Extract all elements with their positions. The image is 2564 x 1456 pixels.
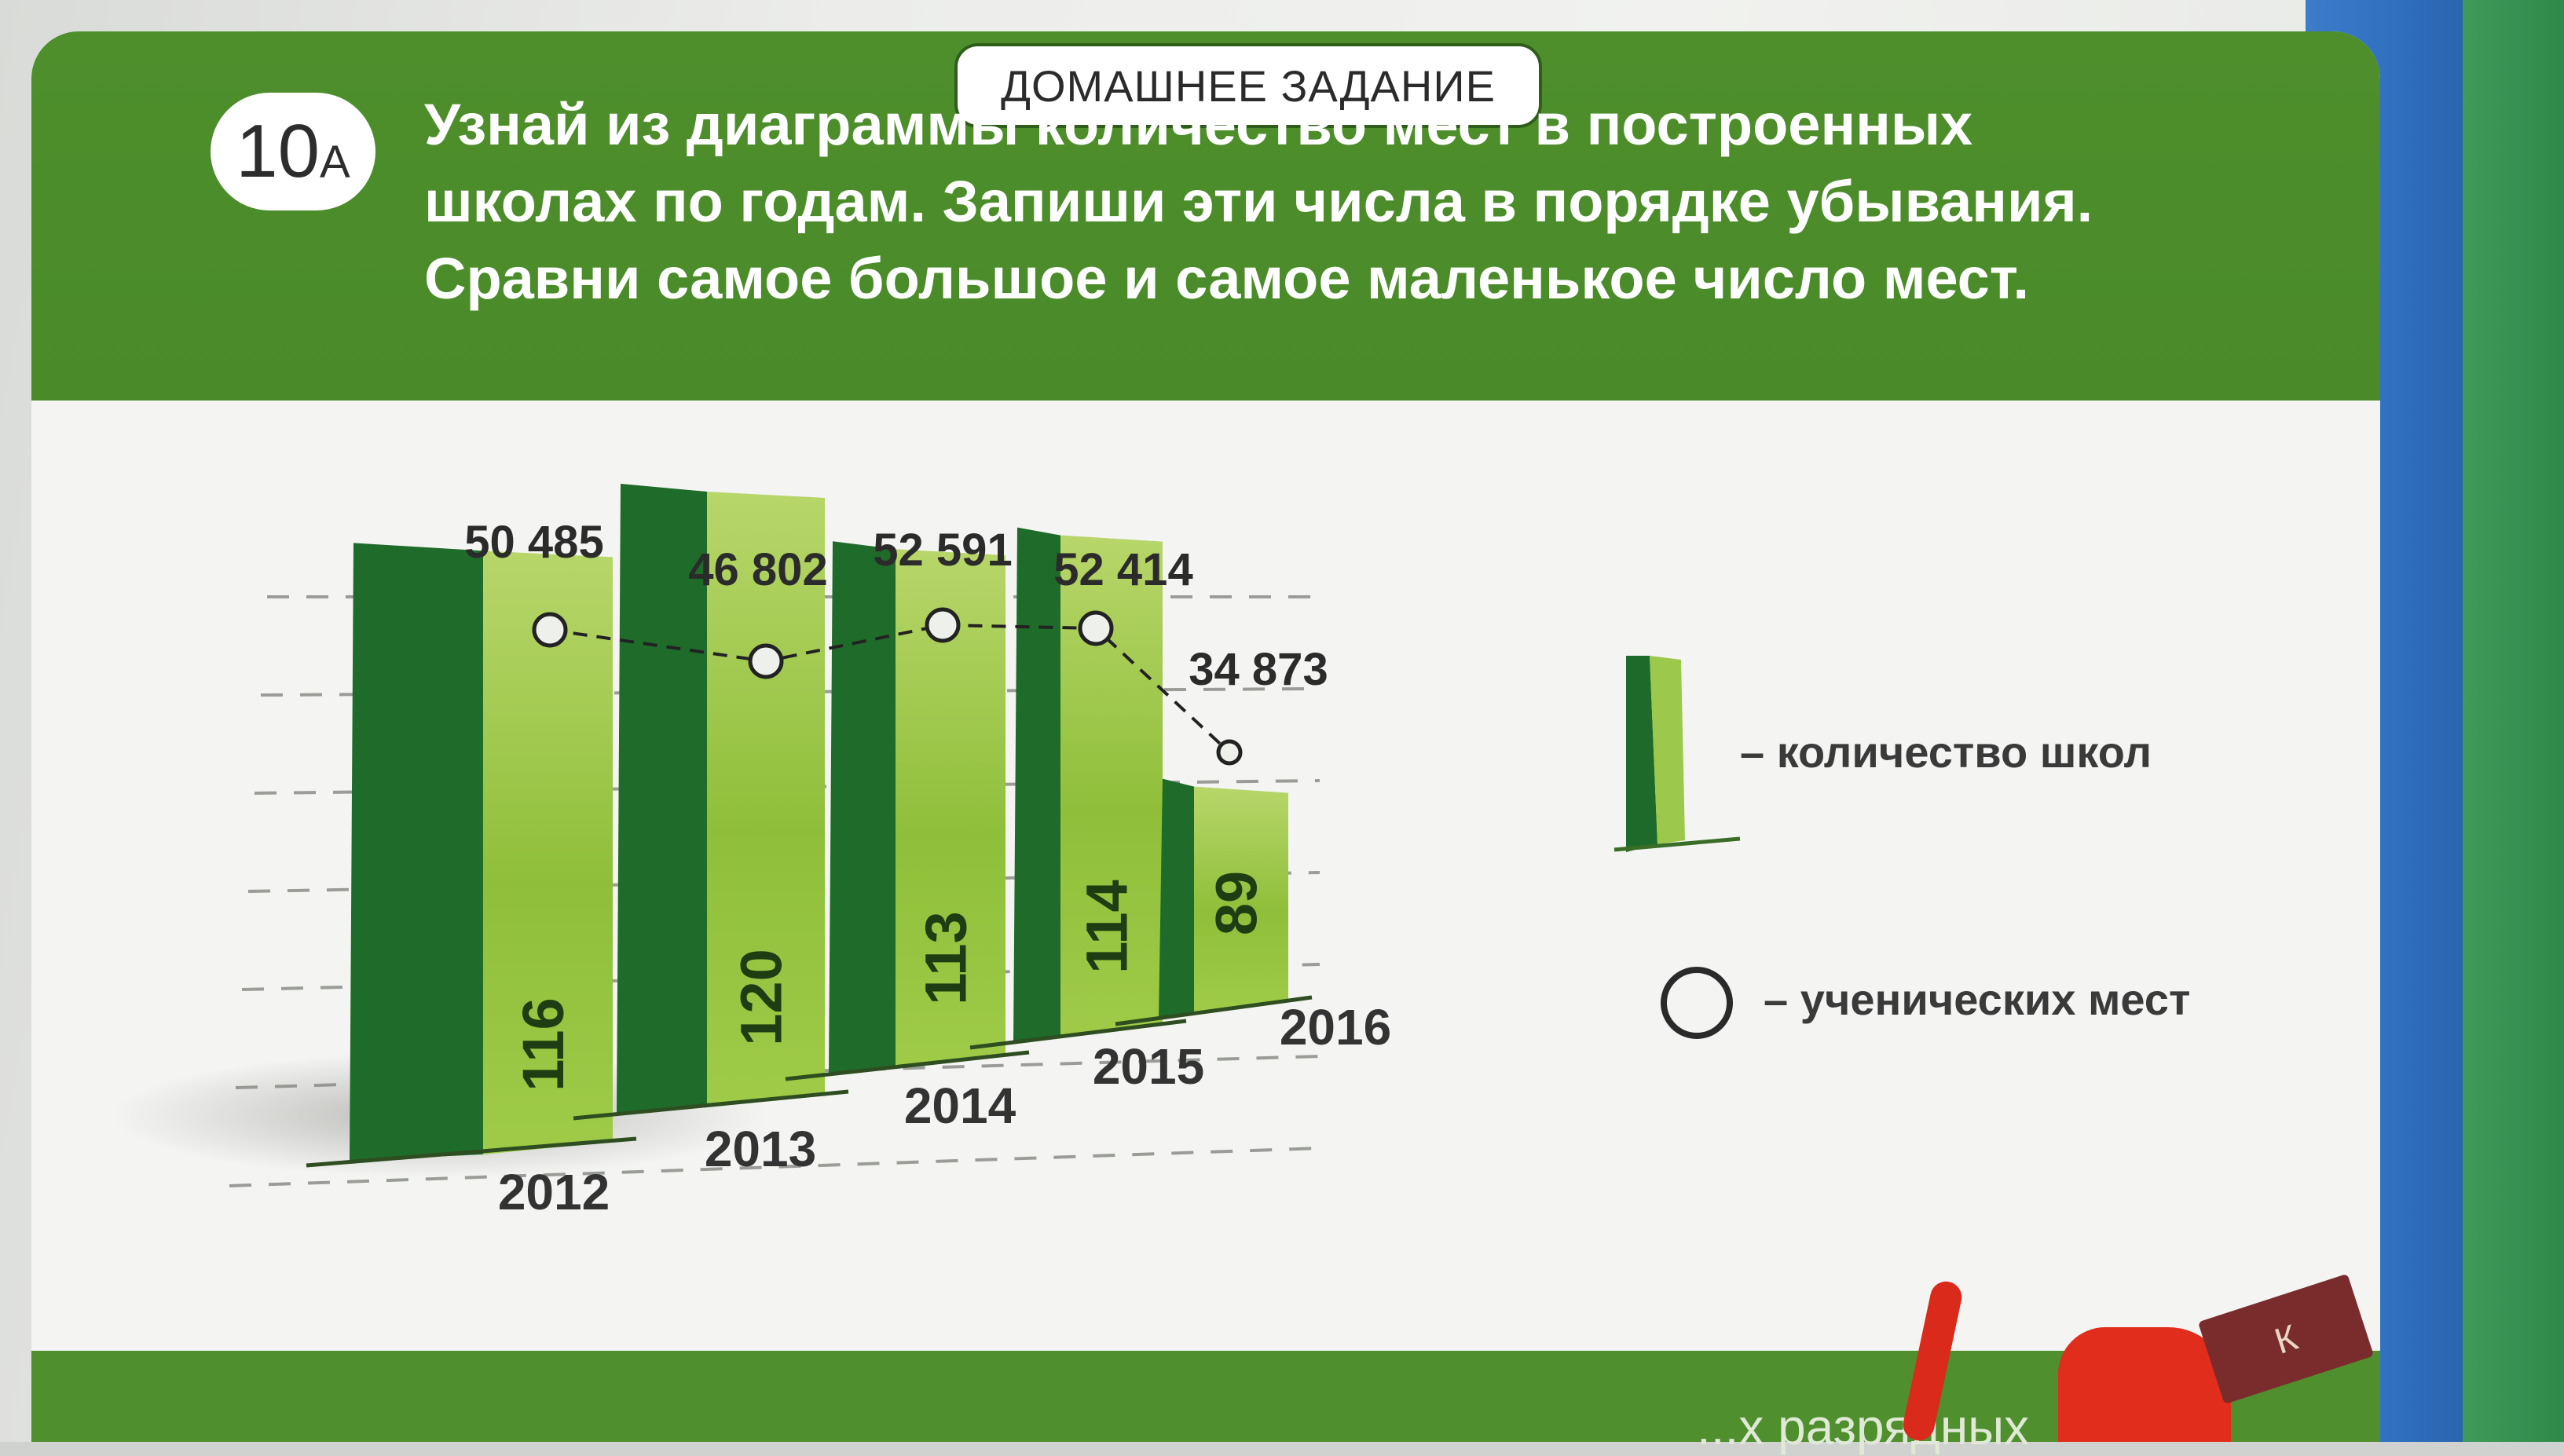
school-bar [707, 492, 825, 1107]
gridline [229, 1147, 1320, 1187]
seats-value-label: 46 802 [688, 544, 827, 595]
seats-value-label: 50 485 [464, 517, 603, 568]
task-line: Узнай из диаграммы количество мест в пос… [424, 92, 1973, 157]
mascot [2058, 1327, 2231, 1442]
seats-value-label: 52 414 [1053, 544, 1192, 595]
school-count-label: 120 [729, 949, 794, 1045]
bar-baseline [1115, 995, 1313, 1026]
school-bar-dark-face [617, 484, 707, 1114]
task-letter: А [320, 136, 350, 188]
legend-seats-label: – ученических мест [1764, 975, 2191, 1024]
bar-baseline [573, 1089, 849, 1121]
year-label: 2016 [1280, 999, 1391, 1055]
school-bar-dark-face [350, 543, 483, 1161]
school-count-label: 89 [1204, 871, 1269, 935]
seats-marker [532, 612, 568, 648]
year-label: 2015 [1093, 1038, 1204, 1095]
school-count-label: 114 [1075, 880, 1140, 973]
year-label: 2013 [705, 1121, 816, 1177]
task-line: Сравни самое большое и самое маленькое ч… [424, 246, 2030, 311]
seats-value-label: 52 591 [873, 525, 1012, 576]
seats-marker [925, 607, 961, 643]
next-task-text: ...х разрядных [1697, 1399, 2030, 1455]
seats-marker [1078, 610, 1114, 646]
legend-schools-label: – количество школ [1740, 727, 2152, 777]
bar-baseline [785, 1050, 1030, 1081]
school-count-label: 116 [511, 997, 576, 1091]
task-number: 10 [236, 109, 320, 193]
task-line: школах по годам. Запиши эти числа в поря… [424, 169, 2093, 234]
task-number-badge: 10 А [211, 93, 375, 210]
school-bar-dark-face [1159, 778, 1194, 1019]
school-bar-dark-face [1013, 527, 1060, 1043]
legend-bar-icon [1613, 656, 1741, 852]
task-instructions: Узнай из диаграммы количество мест в пос… [424, 86, 2152, 317]
bar-baseline [969, 1019, 1187, 1050]
seats-value-label: 34 873 [1189, 644, 1328, 695]
school-bar [483, 551, 613, 1154]
bar-baseline [306, 1136, 637, 1168]
school-bar [1194, 786, 1288, 1013]
gridline [235, 1055, 1320, 1089]
school-bar [1060, 535, 1163, 1037]
school-count-label: 113 [914, 911, 979, 1004]
table-surface [2463, 0, 2564, 1442]
homework-tab-label: ДОМАШНЕЕ ЗАДАНИЕ [1001, 60, 1496, 111]
school-bar [896, 549, 1005, 1068]
next-task-band [31, 1351, 2380, 1442]
seats-marker [748, 643, 784, 679]
seats-line [549, 623, 1231, 754]
legend-circle-icon [1661, 967, 1733, 1039]
homework-tab: ДОМАШНЕЕ ЗАДАНИЕ [954, 43, 1542, 128]
seats-marker [1216, 739, 1243, 766]
year-label: 2014 [904, 1077, 1016, 1134]
year-label: 2012 [498, 1164, 610, 1220]
school-bar-dark-face [829, 541, 896, 1074]
